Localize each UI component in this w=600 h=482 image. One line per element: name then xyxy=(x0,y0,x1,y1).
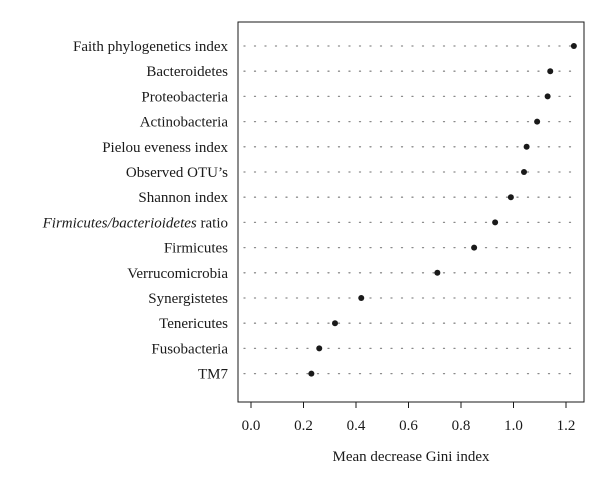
category-label: Actinobacteria xyxy=(140,115,229,131)
x-tick-label: 0.8 xyxy=(452,418,471,434)
category-label: Observed OTU’s xyxy=(126,165,228,181)
plot-area-frame xyxy=(237,21,585,403)
category-label: Synergistetes xyxy=(148,291,228,307)
data-point xyxy=(521,169,527,175)
category-labels: Faith phylogenetics index Bacteroidetes Pr… xyxy=(42,39,229,383)
category-label-italic: Firmicutes/bacterioidetes xyxy=(42,215,197,231)
row-guides xyxy=(243,45,579,375)
data-point xyxy=(507,194,514,201)
category-label: Firmicutes xyxy=(164,241,228,257)
data-point xyxy=(471,244,478,251)
category-label: TM7 xyxy=(198,367,229,383)
x-tick-label: 1.0 xyxy=(504,418,523,434)
data-point xyxy=(492,219,499,226)
x-axis: 0.0 0.2 0.4 0.6 0.8 1.0 1.2 xyxy=(242,402,576,434)
data-points xyxy=(308,43,577,377)
data-point xyxy=(308,370,315,377)
category-label: Verrucomicrobia xyxy=(127,266,228,282)
x-tick-label: 0.6 xyxy=(399,418,418,434)
data-point xyxy=(434,269,441,276)
category-label: Tenericutes xyxy=(159,316,228,332)
x-tick-label: 0.2 xyxy=(294,418,313,434)
category-label-suffix: ratio xyxy=(197,215,228,231)
category-label: Proteobacteria xyxy=(141,89,228,105)
data-point xyxy=(534,118,541,125)
data-point xyxy=(544,93,551,100)
data-point xyxy=(358,295,365,301)
x-tick-label: 0.4 xyxy=(347,418,366,434)
data-point xyxy=(570,43,577,49)
category-label: Bacteroidetes xyxy=(146,64,228,80)
x-tick-label: 0.0 xyxy=(242,418,261,434)
data-point xyxy=(523,143,530,150)
category-label: Pielou eveness index xyxy=(102,140,228,156)
data-point xyxy=(547,68,554,75)
category-label: Faith phylogenetics index xyxy=(73,39,228,55)
x-tick-label: 1.2 xyxy=(557,418,576,434)
category-label: Firmicutes/bacterioidetes ratio xyxy=(42,215,228,231)
category-label: Fusobacteria xyxy=(151,341,228,357)
data-point xyxy=(332,320,338,327)
category-label: Shannon index xyxy=(138,190,228,206)
data-point xyxy=(316,345,323,352)
x-axis-title: Mean decrease Gini index xyxy=(332,449,490,465)
